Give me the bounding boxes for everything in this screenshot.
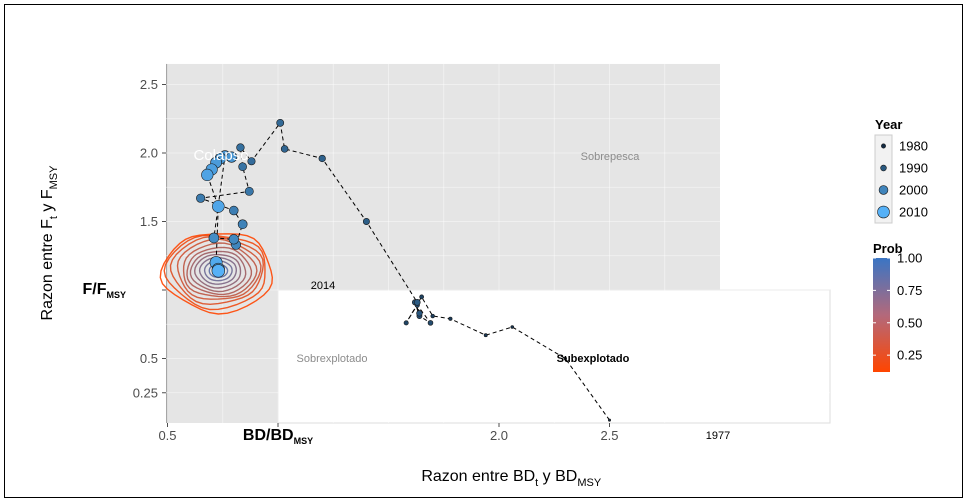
point-1998 (244, 186, 254, 196)
point-1996 (236, 143, 245, 152)
y-tick-label: 2.0 (140, 146, 158, 161)
zone-label-sobrexplotado: Sobrexplotado (297, 353, 368, 365)
x-reference-label: BD/BDMSY (243, 427, 313, 446)
legend-year-title: Year (875, 117, 902, 132)
zone-label-colapso: Colapso (193, 147, 248, 164)
x-tick-label: 2.5 (600, 428, 618, 443)
point-2003 (228, 234, 239, 245)
legend-year-label-1990: 1990 (899, 161, 928, 176)
year-label-2014: 2014 (311, 280, 335, 292)
y-tick-label: 1.5 (140, 214, 158, 229)
prob-colorbar (873, 258, 890, 372)
density-contour (169, 235, 265, 306)
legend-year-key-1990 (880, 164, 887, 172)
legend-year-label-2010: 2010 (899, 205, 928, 220)
point-1980 (483, 333, 488, 338)
point-1977 (607, 418, 611, 422)
y-tick-label: 0.5 (140, 351, 158, 366)
x-axis-title: Razon entre BDt y BDMSY (421, 468, 602, 489)
density-contour (203, 259, 233, 282)
x-tick-label: 2.0 (490, 428, 508, 443)
point-1992 (318, 154, 326, 163)
point-1983 (419, 294, 424, 300)
zone-label-sobrepesca: Sobrepesca (581, 151, 641, 163)
legend-year-key-2010 (877, 205, 890, 219)
point-1982 (430, 313, 435, 319)
prob-tick-label: 0.50 (897, 315, 922, 330)
legend-year-label-2000: 2000 (899, 183, 928, 198)
point-2001 (237, 219, 248, 230)
legend-year-label-1980: 1980 (899, 139, 928, 154)
year-labels: 1977 2014 (311, 280, 730, 442)
point-1993 (280, 145, 289, 153)
y-axis-title: Razon entre Ft y FMSY (39, 165, 60, 321)
point-1995 (247, 157, 256, 166)
x-axis-ticks: 0.5 2.0 2.5 (158, 423, 619, 443)
zone-labels: Colapso Sobrepesca Sobrexplotado Subexplota… (193, 147, 640, 365)
point-1990 (413, 298, 421, 306)
grid-lines (166, 63, 830, 423)
point-1978 (563, 356, 567, 361)
prob-tick-label: 0.75 (897, 283, 922, 298)
legend-prob: Prob 1.00 0.75 0.50 0.25 (873, 241, 922, 372)
stock-status-zones (166, 63, 831, 424)
point-2014 (211, 264, 226, 278)
year-label-1977: 1977 (706, 430, 730, 442)
point-1989 (416, 310, 423, 317)
point-1979 (510, 325, 515, 329)
point-1981 (448, 316, 453, 321)
density-contour (163, 234, 266, 311)
density-contour (159, 233, 274, 315)
point-1984 (403, 320, 409, 326)
trajectory-points (196, 118, 611, 422)
point-2000 (229, 205, 239, 216)
point-2004 (208, 232, 220, 244)
zone-label-subexplotado: Subexplotado (557, 353, 630, 365)
x-tick-label: 0.5 (158, 428, 176, 443)
point-1991 (362, 218, 370, 225)
point-1994 (276, 118, 285, 127)
y-tick-label: 2.5 (140, 77, 158, 92)
point-2010 (201, 168, 214, 182)
density-contour (193, 253, 242, 289)
legend-year: Year 1980 1990 2000 2010 (874, 117, 928, 224)
legend-prob-title: Prob (873, 241, 903, 256)
legend-year-keys-bg (874, 134, 893, 224)
point-1997 (238, 162, 247, 172)
density-contour (198, 256, 238, 285)
y-axis-ticks: 2.5 2.0 1.5 0.5 0.25 (133, 77, 166, 400)
prob-tick-label: 0.25 (897, 348, 922, 363)
legend-year-key-2000 (878, 185, 889, 195)
y-reference-label: F/FMSY (82, 281, 126, 300)
point-1986 (427, 320, 434, 326)
density-contour (186, 246, 253, 296)
point-2011 (212, 200, 225, 213)
legend-year-key-1980 (881, 143, 886, 149)
point-1999 (196, 193, 206, 203)
prob-tick-label: 1.00 (897, 251, 922, 266)
zone-colapso (166, 63, 168, 423)
density-contour (189, 250, 247, 293)
point-2006 (226, 151, 238, 163)
y-tick-label: 0.25 (133, 385, 158, 400)
